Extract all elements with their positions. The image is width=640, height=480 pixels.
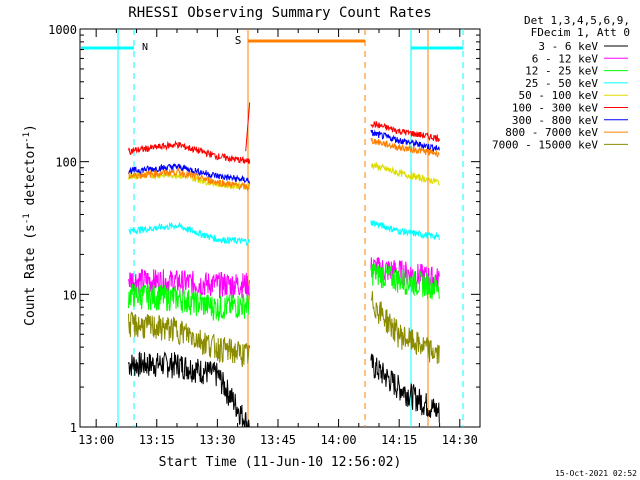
series-line-b [370, 353, 440, 423]
legend-label: 3 - 6 keV [538, 40, 598, 53]
y-axis-label-end: ) [23, 124, 38, 132]
chart-title: RHESSI Observing Summary Count Rates [128, 5, 431, 21]
y-axis-label-sup1: -1 [22, 213, 32, 224]
plot-frame [79, 28, 481, 428]
y-axis-label-mid: detector [23, 143, 38, 214]
saa-label: S [235, 34, 242, 47]
x-tick-label: 14:15 [381, 433, 417, 447]
legend-label: 7000 - 15000 keV [492, 138, 598, 151]
plot-border [79, 28, 481, 428]
series-line-a [128, 283, 251, 322]
legend-header-2: FDecim 1, Att 0 [531, 26, 630, 39]
x-axis-label: Start Time (11-Jun-10 12:56:02) [159, 455, 402, 470]
series-line-b [370, 220, 440, 241]
legend: Det 1,3,4,5,6,9, FDecim 1, Att 0 3 - 6 k… [492, 14, 630, 151]
y-tick-label: 10 [63, 288, 77, 302]
legend-label: 300 - 800 keV [512, 114, 598, 127]
legend-label: 800 - 7000 keV [505, 126, 598, 139]
series-line-a [128, 268, 251, 299]
series-line-b [370, 120, 440, 143]
legend-label: 6 - 12 keV [532, 52, 599, 65]
y-tick-label: 1000 [48, 23, 77, 37]
x-tick-label: 13:30 [199, 433, 235, 447]
flare-spike [245, 102, 251, 152]
legend-label: 100 - 300 keV [512, 102, 598, 115]
y-axis-label-main: Count Rate (s [23, 224, 38, 326]
y-tick-label: 1 [70, 421, 77, 435]
y-tick-label: 100 [55, 156, 77, 170]
legend-label: 50 - 100 keV [519, 89, 599, 102]
series-line-a [128, 167, 251, 192]
series-layer [128, 102, 440, 428]
x-tick-label: 14:30 [442, 433, 478, 447]
series-line-a [128, 140, 251, 165]
axis-ticks: 13:00 13:15 13:30 13:45 14:00 14:15 14:30 1 10 10… [48, 23, 480, 447]
x-tick-label: 13:00 [78, 433, 114, 447]
series-line-a [128, 163, 251, 184]
x-tick-label: 13:45 [260, 433, 296, 447]
y-axis-label-sup2: -1 [22, 132, 32, 143]
x-tick-label: 13:15 [139, 433, 175, 447]
series-line-a [128, 311, 251, 368]
night-label: N [142, 42, 148, 53]
footer-timestamp: 15-Oct-2021 02:52 [555, 469, 637, 478]
x-tick-label: 14:00 [321, 433, 357, 447]
legend-label: 25 - 50 keV [525, 77, 598, 90]
series-line-b [370, 137, 440, 158]
series-line-b [370, 161, 440, 186]
series-line-b [370, 129, 440, 152]
series-line-a [128, 221, 251, 247]
series-line-b [370, 262, 440, 300]
series-line-b [370, 291, 440, 364]
legend-label: 12 - 25 keV [525, 65, 598, 78]
legend-header-1: Det 1,3,4,5,6,9, [524, 14, 630, 27]
y-axis-label: Count Rate (s-1 detector-1) [22, 124, 38, 326]
series-line-a [128, 351, 251, 428]
